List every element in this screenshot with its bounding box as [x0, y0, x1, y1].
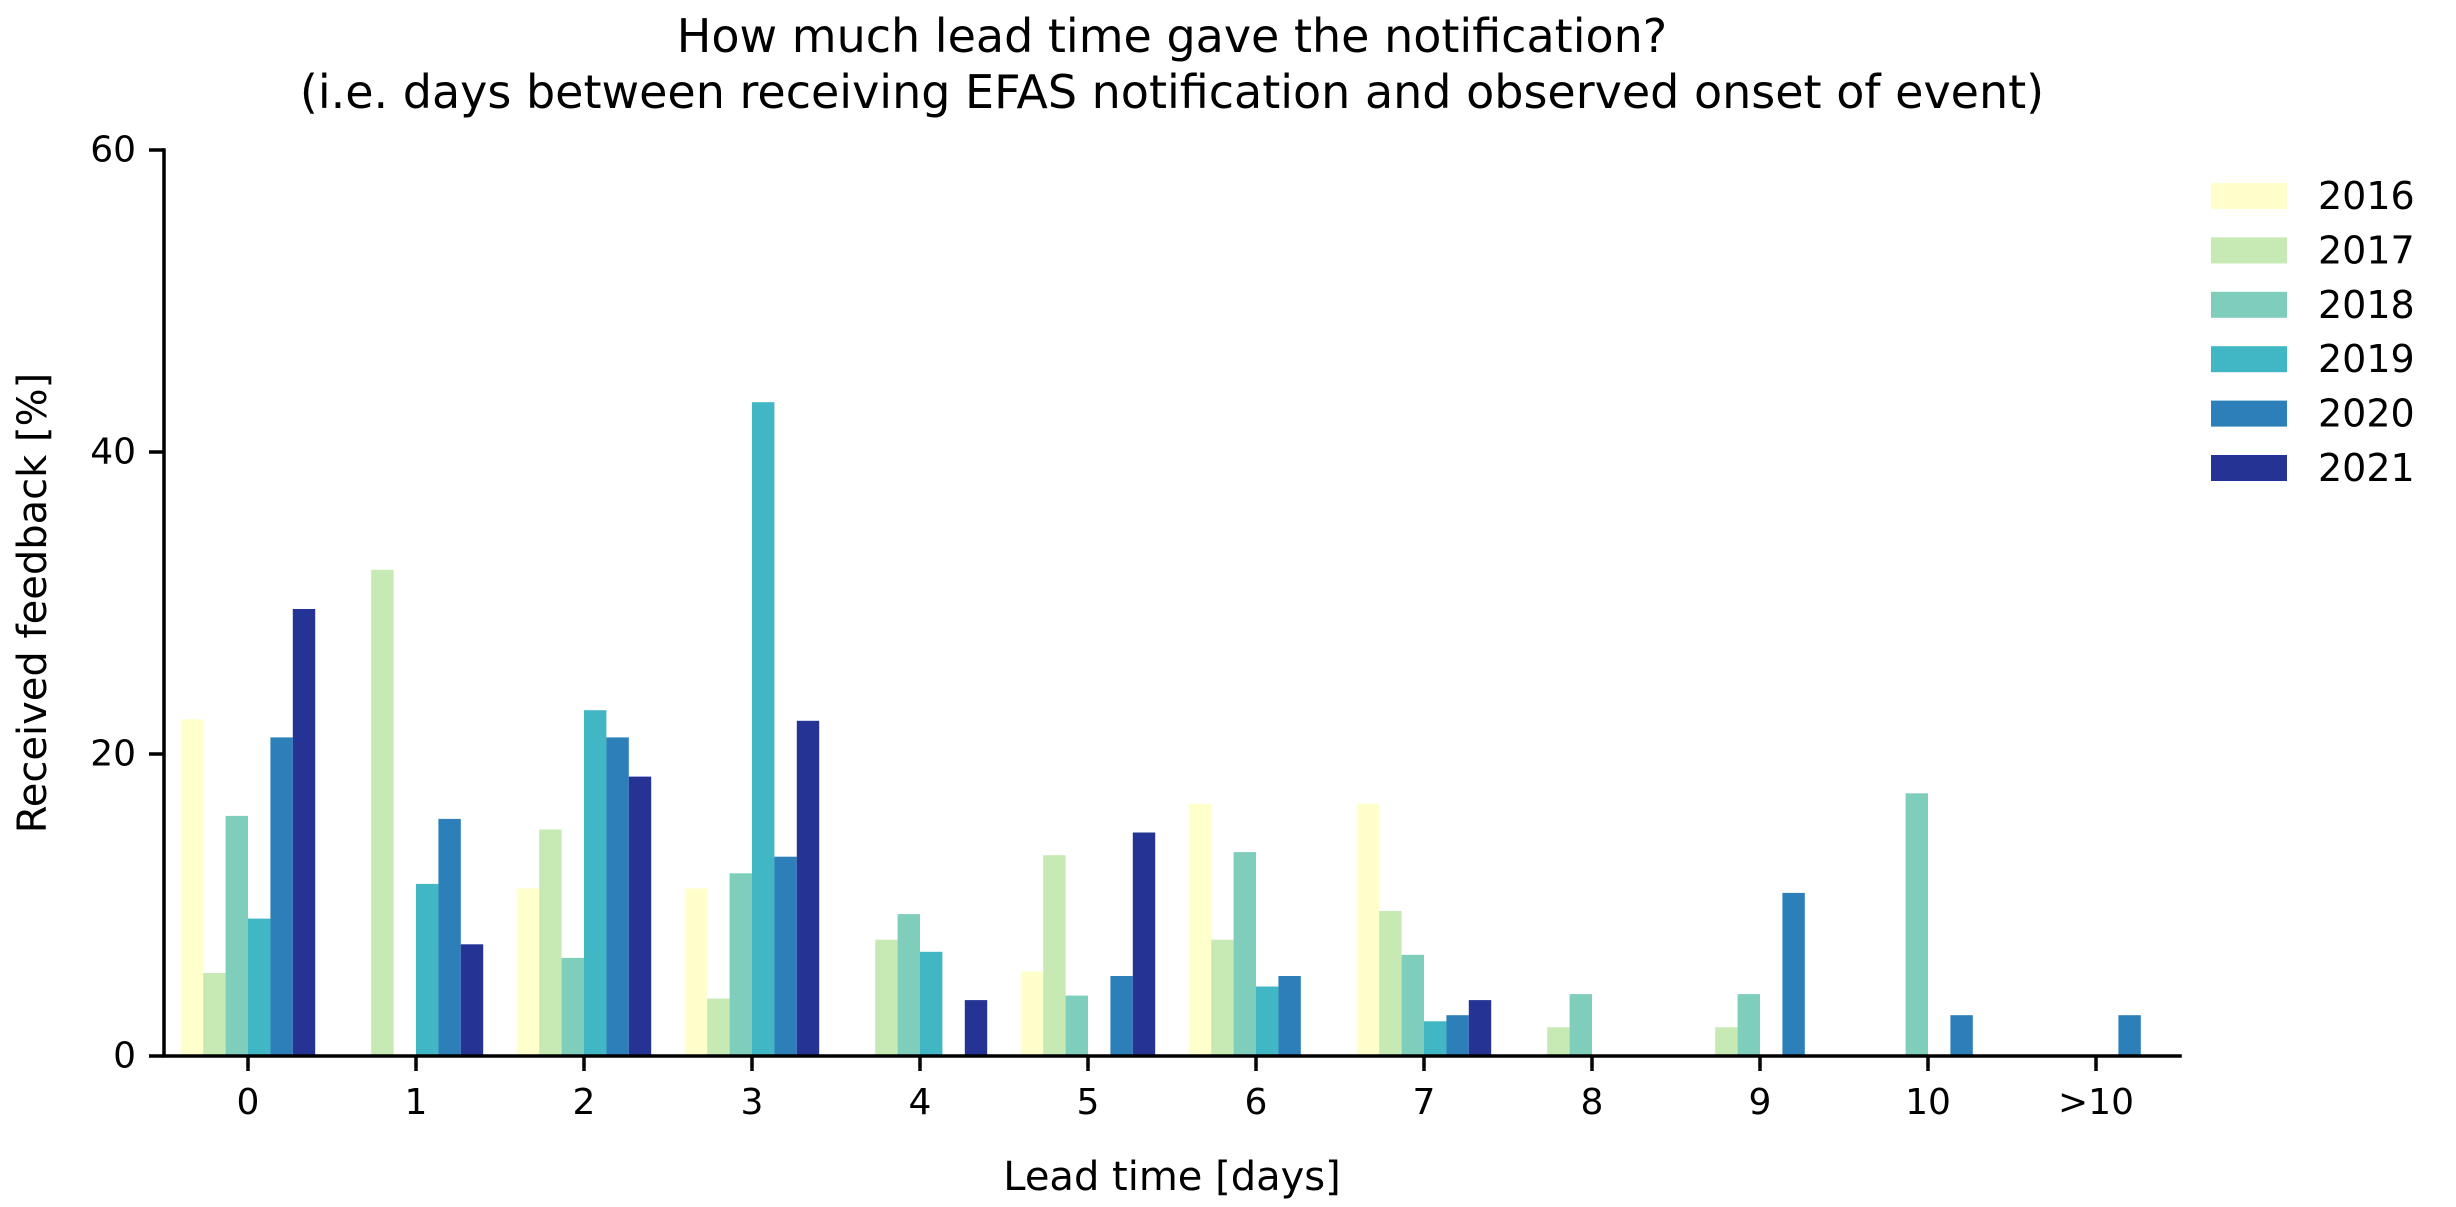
bar-2021-leadtime-5: [1132, 832, 1156, 1056]
bar-2019-leadtime-1: [416, 883, 439, 1056]
plot-area: 0 20 40 60 0 1 2 3 4 5 6 7 8 9 10 >10 2016 2017 2018 2019 20…: [90, 130, 2415, 1124]
bar-2020-leadtime-6: [1278, 976, 1301, 1056]
bar-2019-leadtime-2: [584, 710, 607, 1056]
x-tick-label: 1: [405, 1082, 428, 1123]
bar-2019-leadtime-3: [752, 402, 775, 1056]
bar-2017-leadtime-7: [1379, 911, 1402, 1056]
legend-swatch-2017: [2211, 237, 2287, 264]
bar-2016-leadtime-6: [1188, 803, 1212, 1056]
bar-2021-leadtime-4: [964, 1000, 988, 1056]
bar-2020-leadtime-0: [270, 737, 293, 1056]
x-tick-label: >10: [2058, 1082, 2134, 1123]
legend-label-2020: 2020: [2318, 392, 2415, 436]
x-tick-label: 5: [1077, 1082, 1100, 1123]
bar-2017-leadtime-8: [1547, 1027, 1570, 1056]
bar-2020-leadtime-9: [1782, 892, 1805, 1056]
y-tick-label: 40: [90, 432, 136, 473]
bar-2017-leadtime-9: [1715, 1027, 1738, 1056]
y-tick-label: 20: [90, 734, 136, 775]
legend-label-2019: 2019: [2318, 337, 2415, 381]
x-tick-label: 4: [909, 1082, 932, 1123]
legend-swatch-2019: [2211, 346, 2287, 373]
bar-2018-leadtime-0: [225, 815, 248, 1056]
bar-2017-leadtime-6: [1211, 939, 1234, 1056]
x-tick-label: 2: [573, 1082, 596, 1123]
y-axis-label: Received feedback [%]: [10, 373, 56, 833]
bar-2016-leadtime-3: [684, 888, 708, 1056]
legend-swatch-2018: [2211, 291, 2287, 318]
legend-label-2016: 2016: [2318, 174, 2415, 218]
x-tick-label: 0: [237, 1082, 260, 1123]
bar-2017-leadtime-1: [371, 569, 394, 1056]
bar-2020-leadtime-10: [1950, 1015, 1973, 1056]
legend-label-2018: 2018: [2318, 283, 2415, 327]
bar-2020-leadtime-1: [438, 818, 461, 1056]
bar-2018-leadtime-7: [1401, 954, 1424, 1056]
x-tick-label: 6: [1245, 1082, 1268, 1123]
y-tick-label: 60: [90, 130, 136, 171]
bar-2021-leadtime-1: [460, 944, 484, 1056]
bar-2019-leadtime-7: [1424, 1021, 1447, 1056]
chart-subtitle: (i.e. days between receiving EFAS notifi…: [300, 65, 2044, 119]
x-tick-label: 9: [1749, 1082, 1772, 1123]
bar-2018-leadtime-6: [1233, 852, 1256, 1056]
x-tick-label: 7: [1413, 1082, 1436, 1123]
bar-2017-leadtime-3: [707, 998, 730, 1056]
bar-2018-leadtime-5: [1065, 995, 1088, 1056]
legend-swatch-2021: [2211, 455, 2287, 481]
bar-2018-leadtime-10: [1905, 793, 1928, 1056]
bar-2018-leadtime-3: [729, 873, 752, 1056]
bar-2020-leadtime->10: [2118, 1015, 2141, 1056]
axis-spines: [162, 148, 2182, 1058]
bar-2018-leadtime-4: [897, 914, 920, 1056]
bar-2019-leadtime-6: [1256, 986, 1279, 1056]
bar-2016-leadtime-7: [1356, 803, 1380, 1056]
x-axis-label: Lead time [days]: [1003, 1154, 1341, 1200]
legend-swatch-2016: [2211, 183, 2287, 209]
bar-2021-leadtime-3: [796, 720, 820, 1056]
bar-2016-leadtime-2: [516, 888, 540, 1056]
x-tick-label: 3: [741, 1082, 764, 1123]
bar-2020-leadtime-7: [1446, 1015, 1469, 1056]
bar-2020-leadtime-5: [1110, 976, 1133, 1056]
bar-2017-leadtime-4: [875, 939, 898, 1056]
bar-2016-leadtime-5: [1020, 971, 1044, 1056]
bar-2018-leadtime-8: [1569, 994, 1592, 1056]
bar-2021-leadtime-7: [1468, 1000, 1492, 1056]
bar-2021-leadtime-0: [292, 609, 316, 1056]
bar-2018-leadtime-2: [561, 957, 584, 1057]
legend-label-2017: 2017: [2318, 228, 2415, 272]
bar-2021-leadtime-2: [628, 776, 652, 1056]
bar-2017-leadtime-5: [1043, 855, 1066, 1056]
x-tick-label: 8: [1581, 1082, 1604, 1123]
bar-2019-leadtime-0: [248, 918, 271, 1056]
bar-2020-leadtime-3: [774, 856, 797, 1056]
legend-swatch-2020: [2211, 400, 2287, 427]
x-tick-label: 10: [1905, 1082, 1951, 1123]
bar-2016-leadtime-0: [180, 719, 204, 1056]
legend-label-2021: 2021: [2318, 446, 2415, 490]
chart-title: How much lead time gave the notification…: [677, 9, 1667, 63]
bar-2018-leadtime-9: [1737, 994, 1760, 1056]
bar-2017-leadtime-0: [203, 973, 226, 1056]
bar-2017-leadtime-2: [539, 829, 562, 1056]
bar-2020-leadtime-2: [606, 737, 629, 1056]
bar-2019-leadtime-4: [920, 951, 943, 1056]
y-tick-label: 0: [113, 1036, 136, 1077]
